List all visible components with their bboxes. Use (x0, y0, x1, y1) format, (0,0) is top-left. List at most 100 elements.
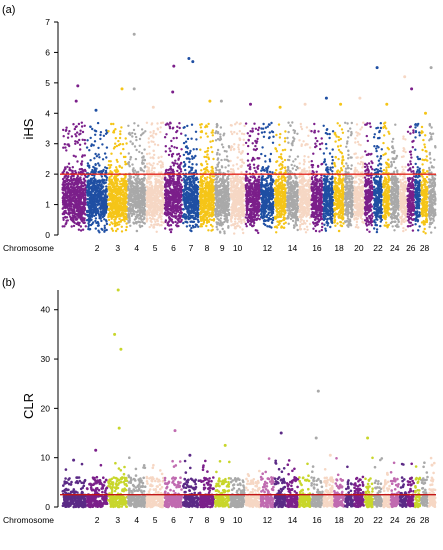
data-point (156, 128, 160, 131)
data-point (173, 194, 177, 198)
data-point (82, 204, 86, 207)
data-point (100, 186, 103, 190)
data-point (85, 219, 89, 222)
data-point (176, 129, 179, 133)
data-point (176, 162, 179, 165)
data-point (201, 188, 205, 192)
data-point (178, 214, 181, 217)
data-point (160, 199, 163, 202)
data-point (74, 206, 78, 209)
data-point (112, 147, 116, 150)
data-point (175, 136, 178, 140)
data-point (80, 217, 83, 221)
data-point (238, 150, 241, 154)
data-point (187, 178, 191, 181)
data-point (71, 166, 75, 169)
data-point (139, 186, 142, 189)
data-point (86, 139, 89, 142)
data-point (89, 159, 92, 162)
data-point (159, 160, 162, 163)
data-point (107, 212, 111, 216)
data-point (241, 228, 244, 231)
data-point (171, 161, 174, 164)
data-point (78, 216, 81, 219)
data-point (201, 194, 205, 197)
data-point (177, 194, 180, 198)
data-point (189, 206, 192, 209)
data-point (152, 201, 156, 204)
data-point (100, 219, 103, 223)
data-point (143, 208, 146, 211)
data-point (199, 126, 203, 129)
data-point (186, 209, 189, 212)
data-point (154, 178, 157, 181)
data-point (223, 214, 226, 218)
data-point (129, 184, 132, 187)
data-point (210, 211, 214, 214)
data-point (200, 130, 204, 134)
data-point (63, 175, 66, 178)
data-point (230, 180, 233, 183)
data-point (83, 183, 87, 186)
data-point (67, 162, 71, 165)
data-point (170, 192, 173, 195)
data-point (86, 162, 90, 165)
data-point (94, 213, 98, 217)
data-point (199, 148, 202, 151)
data-point (68, 194, 72, 197)
data-point (109, 196, 112, 199)
data-point (96, 208, 99, 211)
data-point (150, 223, 153, 227)
data-point (134, 157, 138, 161)
data-point (120, 177, 123, 180)
data-point (98, 194, 102, 197)
data-point (136, 191, 139, 194)
data-point (226, 192, 230, 195)
data-point (124, 201, 128, 204)
data-point (215, 181, 219, 184)
data-point (143, 212, 146, 215)
data-point (204, 132, 208, 135)
data-point (92, 165, 95, 169)
data-point (205, 181, 209, 184)
data-point (237, 148, 241, 151)
data-point (178, 126, 181, 130)
data-point (151, 204, 154, 208)
data-point (212, 200, 215, 204)
data-point (82, 177, 86, 180)
data-point (166, 221, 170, 224)
data-point (138, 193, 141, 196)
data-point (207, 157, 211, 161)
data-point (203, 176, 207, 180)
data-point (172, 192, 176, 195)
data-point (109, 166, 112, 169)
data-point (70, 201, 73, 205)
data-point (94, 217, 98, 220)
data-point (61, 225, 64, 228)
data-point (230, 145, 233, 148)
data-point (146, 185, 149, 188)
data-point (121, 182, 124, 185)
data-point (187, 165, 191, 169)
data-point (104, 219, 108, 222)
data-point (153, 197, 156, 200)
data-point (229, 148, 233, 152)
data-point (216, 221, 220, 224)
data-point (125, 185, 128, 188)
data-point (217, 198, 221, 201)
data-point (173, 146, 176, 149)
data-point (149, 181, 153, 184)
data-point (193, 209, 197, 212)
data-point (134, 182, 137, 185)
data-point (113, 220, 117, 223)
data-point (194, 223, 197, 226)
data-point (118, 164, 121, 168)
data-point (153, 185, 157, 188)
data-point (134, 221, 138, 224)
data-point (164, 219, 168, 222)
data-point (111, 203, 115, 206)
data-point (176, 169, 179, 173)
data-point (113, 218, 116, 221)
data-point (120, 126, 123, 129)
data-point (87, 213, 91, 217)
